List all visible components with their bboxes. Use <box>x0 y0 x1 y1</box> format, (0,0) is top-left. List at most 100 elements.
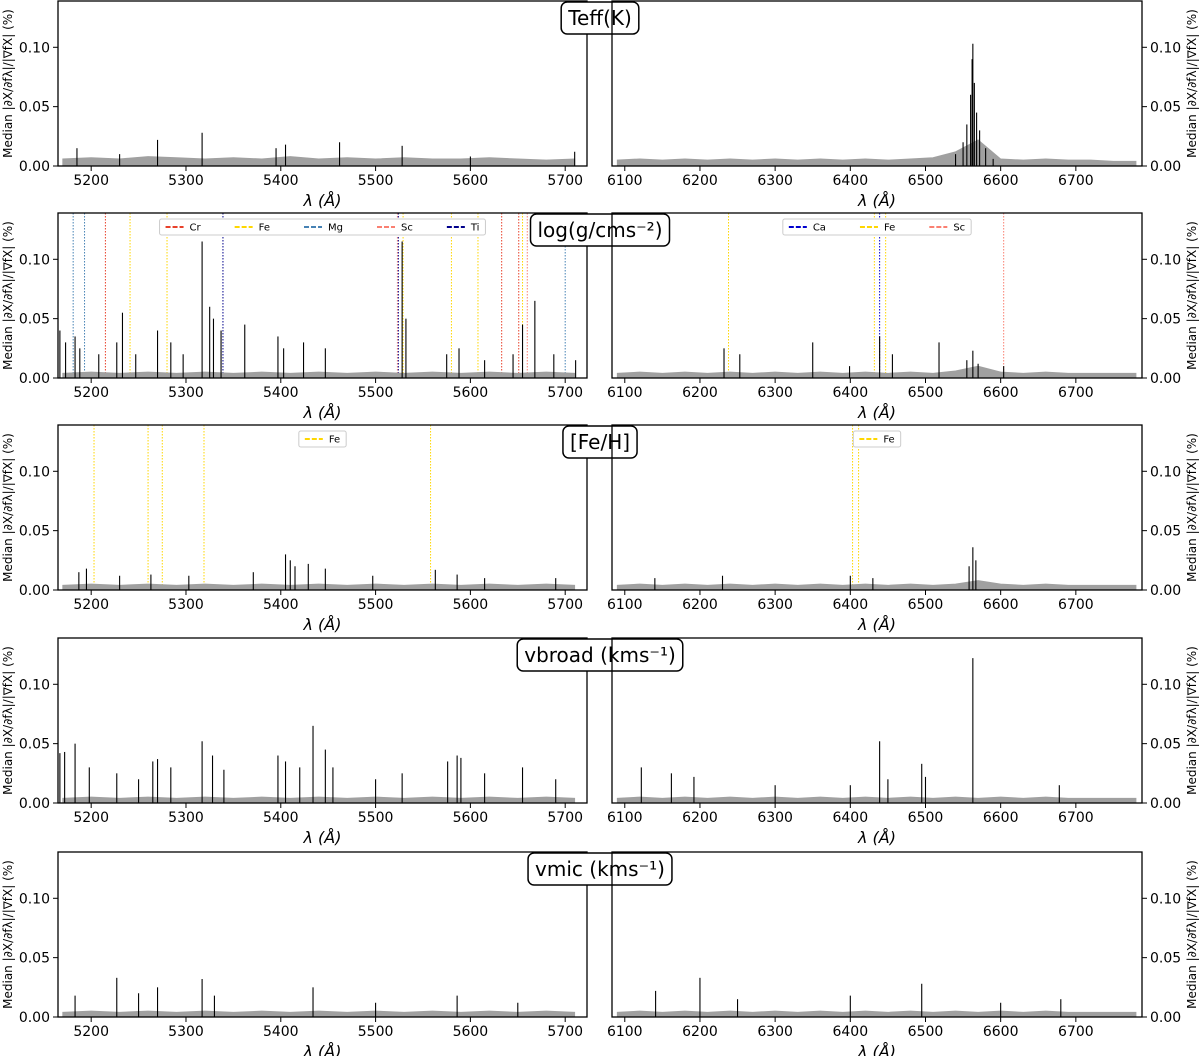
noise-area <box>616 580 1137 590</box>
y-tick-label: 0.00 <box>1150 371 1181 387</box>
x-tick-label: 5500 <box>358 810 394 826</box>
title-box <box>516 638 684 672</box>
x-axis-label: λ (Å) <box>303 191 342 210</box>
panel: 5200 5300 5400 5500 5600 5700 λ (Å) 0.00 0.05 0.1… <box>1 212 588 422</box>
x-tick-label: 5200 <box>73 385 109 401</box>
title-group: vmic (kms⁻¹) <box>527 852 673 886</box>
title-box <box>527 852 673 886</box>
plot-area <box>59 213 577 378</box>
y-axis-label: Median |∂X/∂fλ|/|∇fX| (%) <box>1 646 15 795</box>
x-tick-label: 5600 <box>453 597 489 613</box>
x-axis-label: λ (Å) <box>857 191 896 210</box>
y-tick-label: 0.10 <box>19 677 50 693</box>
legend-item: Fe <box>234 223 270 234</box>
legend-label: Cr <box>190 223 202 234</box>
y-tick-label: 0.00 <box>19 371 50 387</box>
x-tick-label: 6700 <box>1058 385 1094 401</box>
y-tick-label: 0.00 <box>1150 796 1181 812</box>
noise-area <box>62 371 576 378</box>
x-tick-label: 6100 <box>607 385 643 401</box>
x-tick-label: 6100 <box>607 173 643 189</box>
x-tick-label: 6300 <box>757 173 793 189</box>
x-tick-label: 6400 <box>832 1024 868 1040</box>
y-tick-label: 0.05 <box>1150 524 1181 540</box>
axes-frame <box>57 424 588 591</box>
x-tick-label: 5600 <box>453 810 489 826</box>
x-axis-label: λ (Å) <box>857 615 896 634</box>
x-tick-label: 5200 <box>73 1024 109 1040</box>
y-axis-label: Median |∂X/∂fλ|/|∇fX| (%) <box>1 221 15 370</box>
title-box <box>562 425 638 459</box>
legend-item: Fe <box>859 223 895 234</box>
x-tick-label: 6500 <box>908 597 944 613</box>
panel: 6100 6200 6300 6400 6500 6600 6700 λ (Å) 0.00 0.0… <box>607 424 1199 634</box>
x-tick-label: 5300 <box>168 173 204 189</box>
y-tick-label: 0.00 <box>1150 1010 1181 1026</box>
y-tick-label: 0.00 <box>19 159 50 175</box>
legend: Fe <box>852 430 902 448</box>
axes-frame <box>57 637 588 804</box>
y-axis-label: Median |∂X/∂fλ|/|∇fX| (%) <box>1185 646 1199 795</box>
legend-label: Fe <box>259 223 270 234</box>
x-tick-label: 6600 <box>983 1024 1019 1040</box>
plot-area <box>616 43 1137 166</box>
x-axis-label: λ (Å) <box>303 615 342 634</box>
x-tick-label: 5400 <box>263 385 299 401</box>
x-tick-label: 6200 <box>682 597 718 613</box>
panel: 6100 6200 6300 6400 6500 6600 6700 λ (Å) 0.00 0.0… <box>607 212 1199 422</box>
y-tick-label: 0.05 <box>19 100 50 116</box>
x-tick-label: 6400 <box>832 385 868 401</box>
y-axis-label: Median |∂X/∂fλ|/|∇fX| (%) <box>1 860 15 1009</box>
x-tick-label: 6200 <box>682 810 718 826</box>
axes-frame <box>611 851 1143 1018</box>
panel: 6100 6200 6300 6400 6500 6600 6700 λ (Å) 0.00 0.0… <box>607 0 1199 210</box>
x-tick-label: 6300 <box>757 597 793 613</box>
noise-area <box>616 1010 1137 1017</box>
noise-area <box>616 365 1137 378</box>
panel: 6100 6200 6300 6400 6500 6600 6700 λ (Å) 0.00 0.0… <box>607 851 1199 1060</box>
x-tick-label: 6700 <box>1058 597 1094 613</box>
plot-area <box>59 725 576 803</box>
x-axis-label: λ (Å) <box>857 1042 896 1056</box>
x-tick-label: 6300 <box>757 385 793 401</box>
x-tick-label: 5500 <box>358 1024 394 1040</box>
y-tick-label: 0.10 <box>1150 40 1181 56</box>
legend-label: Sc <box>401 223 413 234</box>
x-tick-label: 5200 <box>73 173 109 189</box>
y-axis-label: Median |∂X/∂fλ|/|∇fX| (%) <box>1185 433 1199 582</box>
x-axis-label: λ (Å) <box>303 828 342 847</box>
axes-frame <box>57 851 588 1018</box>
row-title: log(g/cms⁻²) <box>538 218 663 242</box>
x-tick-label: 6500 <box>908 173 944 189</box>
legend-item: Mg <box>304 223 343 234</box>
x-tick-label: 5700 <box>547 597 583 613</box>
legend-label: Fe <box>884 223 895 234</box>
plot-area <box>616 658 1137 803</box>
y-tick-label: 0.10 <box>19 40 50 56</box>
x-tick-label: 5400 <box>263 810 299 826</box>
x-tick-label: 5400 <box>263 173 299 189</box>
panel: 6100 6200 6300 6400 6500 6600 6700 λ (Å) 0.00 0.0… <box>607 637 1199 847</box>
axes-frame <box>611 212 1143 379</box>
y-tick-label: 0.05 <box>1150 312 1181 328</box>
x-tick-label: 5700 <box>547 810 583 826</box>
title-group: log(g/cms⁻²) <box>529 213 671 247</box>
axes-frame <box>611 0 1143 167</box>
x-tick-label: 6100 <box>607 1024 643 1040</box>
x-axis-label: λ (Å) <box>857 403 896 422</box>
noise-area <box>616 139 1137 166</box>
y-tick-label: 0.05 <box>19 737 50 753</box>
legend-label: Ti <box>470 223 480 234</box>
title-box <box>560 1 640 35</box>
row-title: [Fe/H] <box>570 430 630 454</box>
row-title: vmic (kms⁻¹) <box>535 857 665 881</box>
legend: Ca Fe Sc <box>782 218 972 236</box>
noise-area <box>62 1010 576 1017</box>
y-tick-label: 0.05 <box>19 524 50 540</box>
y-axis-label: Median |∂X/∂fλ|/|∇fX| (%) <box>1 433 15 582</box>
x-tick-label: 5200 <box>73 810 109 826</box>
y-axis-label: Median |∂X/∂fλ|/|∇fX| (%) <box>1185 9 1199 158</box>
x-axis-label: λ (Å) <box>303 403 342 422</box>
plot-area <box>62 977 576 1017</box>
panel: 5200 5300 5400 5500 5600 5700 λ (Å) 0.00 0.05 0.1… <box>1 0 588 210</box>
